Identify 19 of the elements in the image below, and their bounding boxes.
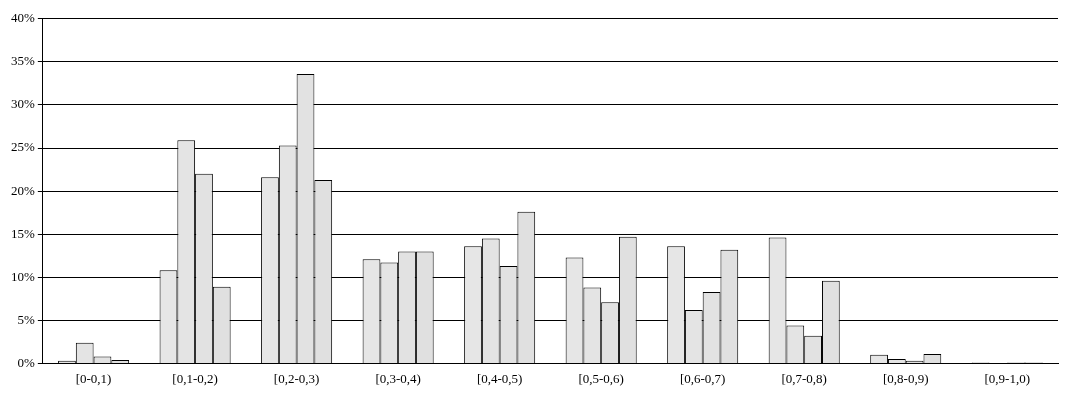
x-tick-label: [0,3-0,4) bbox=[375, 370, 421, 386]
y-tick-label: 30% bbox=[10, 96, 35, 112]
x-tick-label: [0,1-0,2) bbox=[172, 370, 218, 386]
x-tick-label: [0,8-0,9) bbox=[882, 370, 929, 386]
x-tick-label: [0,9-1,0) bbox=[984, 370, 1030, 386]
y-tick-label: 40% bbox=[10, 10, 35, 26]
y-tick-label: 25% bbox=[10, 139, 35, 155]
x-tick-label: [0,5-0,6) bbox=[578, 370, 624, 386]
x-tick-label: [0,4-0,5) bbox=[476, 370, 523, 386]
x-tick-label: [0-0,1) bbox=[75, 370, 112, 386]
x-tick-label: [0,6-0,7) bbox=[679, 370, 726, 386]
x-tick-label: [0,7-0,8) bbox=[781, 370, 827, 386]
y-tick-label: 0% bbox=[17, 354, 35, 370]
y-tick-label: 20% bbox=[10, 182, 35, 198]
y-tick-label: 15% bbox=[10, 225, 35, 241]
y-tick-label: 5% bbox=[17, 311, 35, 327]
y-tick-label: 35% bbox=[10, 53, 35, 69]
y-tick-label: 10% bbox=[10, 268, 35, 284]
x-tick-label: [0,2-0,3) bbox=[273, 370, 320, 386]
